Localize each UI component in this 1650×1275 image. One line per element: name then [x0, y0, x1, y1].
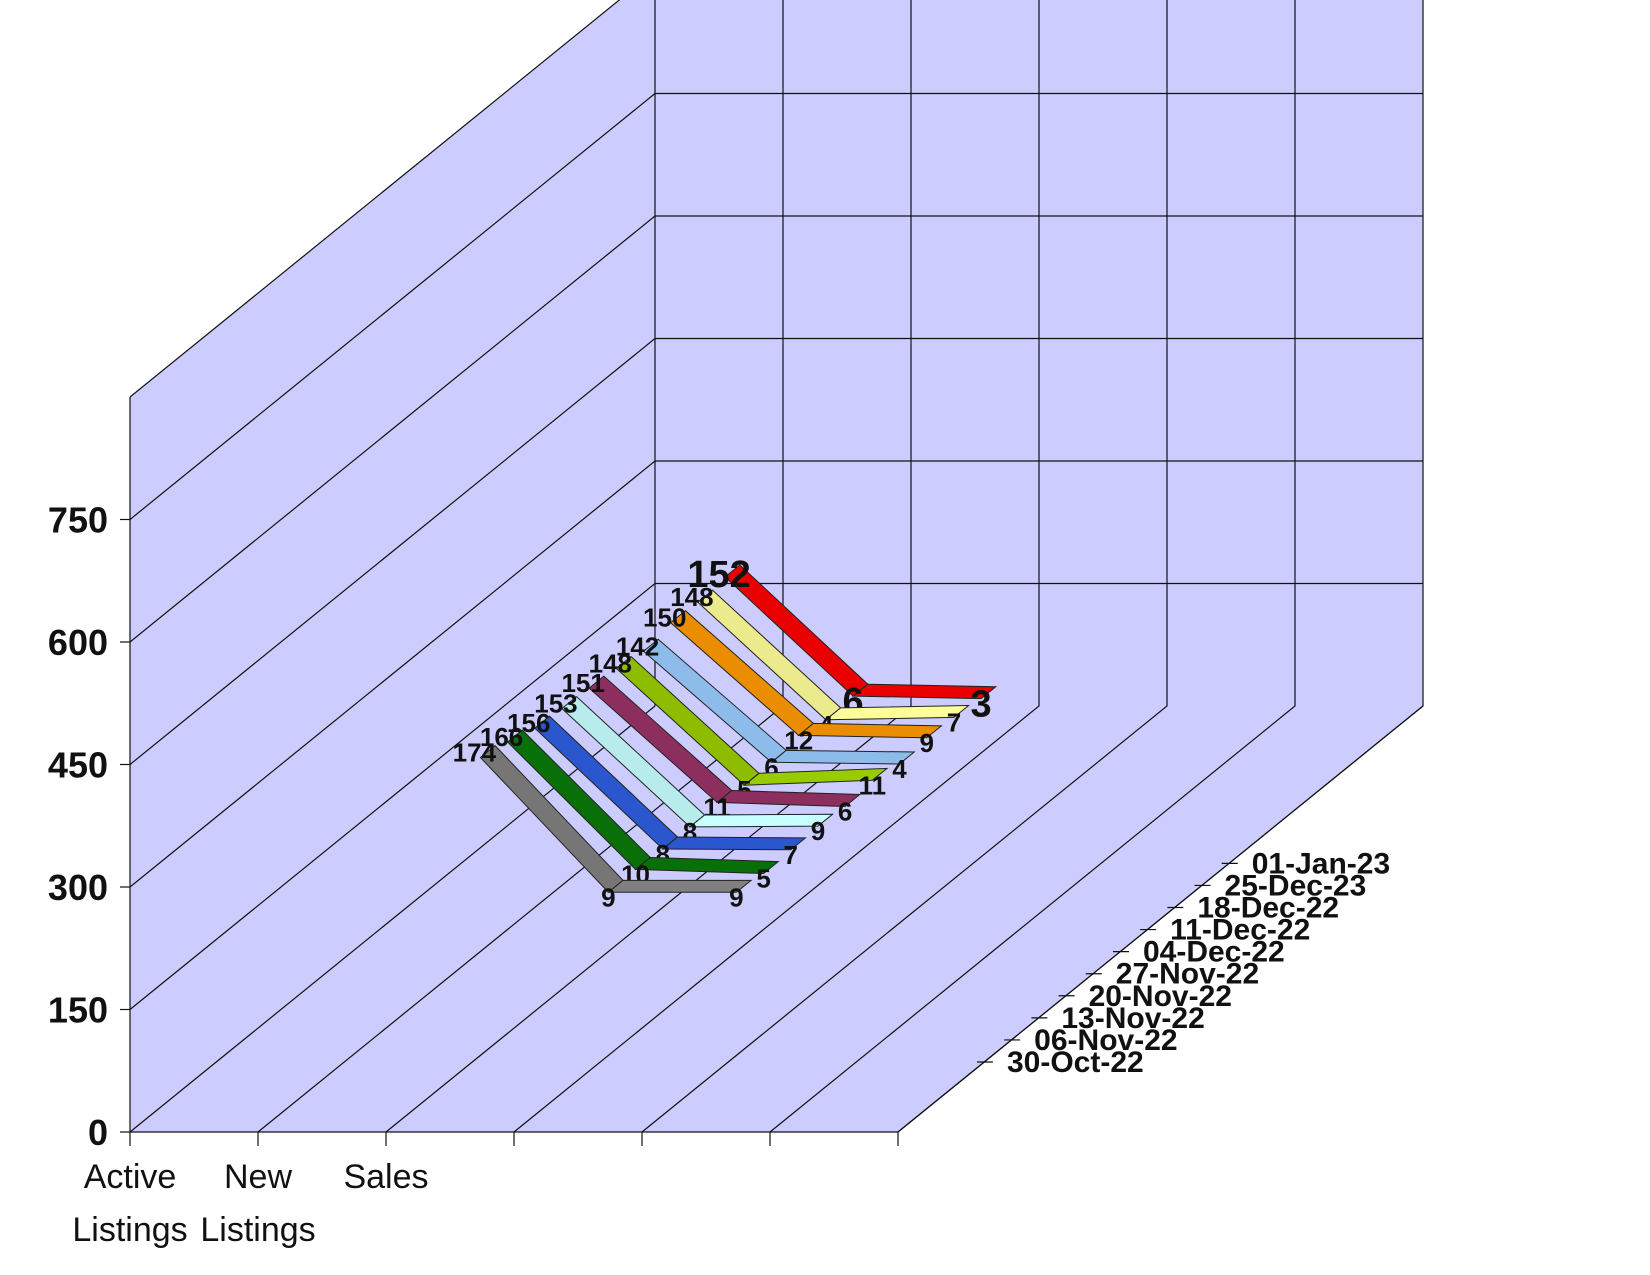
- x-category-line: Active: [84, 1158, 177, 1196]
- data-value-label: 7: [784, 840, 798, 870]
- ribbon-segment: [797, 722, 943, 739]
- data-value-label: 9: [811, 816, 825, 846]
- data-value-label: 148: [670, 582, 713, 612]
- ribbon-segment: [742, 767, 889, 786]
- x-gridline: [385, 0, 912, 1133]
- data-value-label: 9: [601, 882, 615, 912]
- x-category-line: Listings: [72, 1211, 187, 1249]
- data-value-label: 156: [507, 708, 550, 738]
- data-value-label: 4: [892, 754, 907, 784]
- depth-date-label: 20-Nov-22: [1089, 980, 1232, 1013]
- ribbon-segment: [715, 789, 862, 808]
- ribbon-segment: [770, 749, 916, 765]
- y-gridline: [129, 0, 621, 398]
- y-tick-label: 750: [48, 500, 108, 541]
- ribbon-segment: [634, 856, 780, 875]
- x-gridline: [641, 0, 1168, 1133]
- chart-left-wall: [130, 0, 655, 1132]
- x-gridline: [769, 0, 1296, 1133]
- x-category-label: Active Listings: [72, 1158, 187, 1249]
- x-category-line: Listings: [200, 1211, 315, 1249]
- depth-date-label: 13-Nov-22: [1061, 1002, 1204, 1035]
- y-tick-label: 0: [88, 1112, 108, 1153]
- x-category-line: Sales: [343, 1158, 428, 1196]
- x-category-label: New Listings: [200, 1158, 315, 1249]
- data-value-label: 150: [643, 603, 686, 633]
- data-value-label: 142: [616, 631, 659, 661]
- depth-date-label: 18-Dec-22: [1197, 892, 1339, 925]
- y-tick-label: 450: [48, 745, 108, 786]
- data-value-label: 3: [971, 684, 992, 726]
- y-tick-label: 300: [48, 867, 108, 908]
- x-category-line: New: [224, 1158, 292, 1196]
- ribbon-segment: [661, 836, 807, 851]
- data-value-label: 153: [534, 688, 577, 718]
- data-value-label: 7: [947, 707, 961, 737]
- depth-date-label: 04-Dec-22: [1143, 936, 1285, 969]
- data-value-label: 9: [729, 882, 743, 912]
- depth-date-label: 25-Dec-23: [1225, 869, 1367, 902]
- data-value-label: 6: [838, 796, 852, 826]
- data-value-label: 152: [687, 554, 750, 596]
- data-value-label: 151: [561, 668, 604, 698]
- data-value-label: 9: [919, 728, 933, 758]
- ribbon-segment: [606, 879, 753, 893]
- y-tick-label: 600: [48, 622, 108, 663]
- data-value-label: 148: [589, 648, 632, 678]
- depth-date-label: 27-Nov-22: [1116, 958, 1259, 991]
- data-value-label: 166: [480, 722, 523, 752]
- data-value-label: 174: [453, 738, 497, 768]
- data-value-label: 5: [756, 863, 770, 893]
- ribbon-segment: [851, 683, 998, 700]
- x-gridline: [513, 0, 1040, 1133]
- depth-date-label: 01-Jan-23: [1252, 847, 1390, 880]
- floor-right-edge: [897, 705, 1424, 1133]
- y-tick-label: 150: [48, 990, 108, 1031]
- depth-date-label: 06-Nov-22: [1034, 1024, 1177, 1057]
- data-value-label: 11: [859, 770, 887, 800]
- depth-date-label: 11-Dec-22: [1170, 914, 1310, 947]
- depth-date-label: 30-Oct-22: [1007, 1046, 1144, 1079]
- ribbon-segment: [688, 813, 835, 828]
- x-category-label: Sales: [343, 1158, 428, 1196]
- ribbon-segment: [824, 704, 971, 721]
